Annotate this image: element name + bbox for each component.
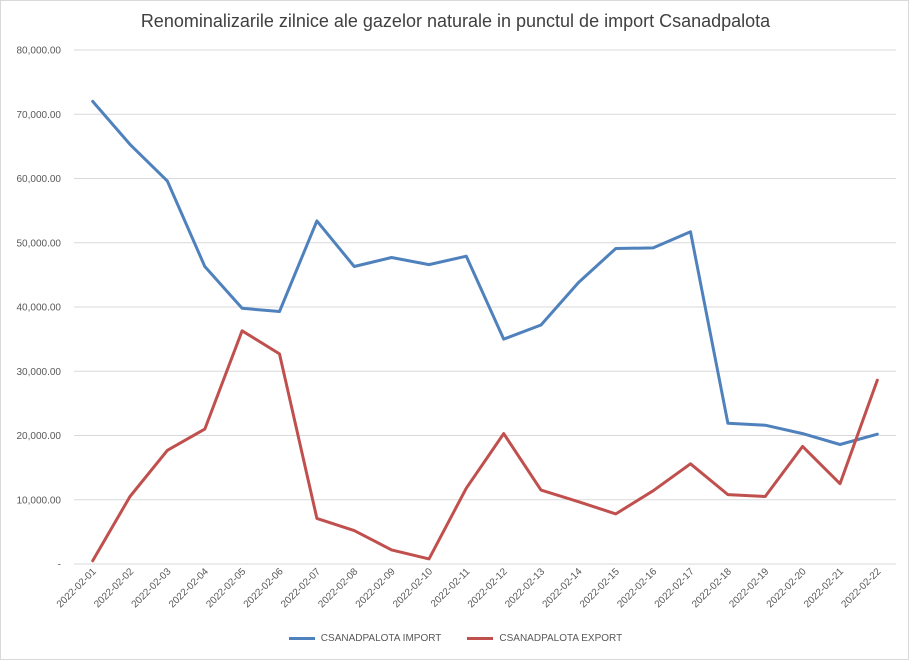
y-tick-label: 20,000.00 <box>17 431 62 442</box>
y-tick-label: 60,000.00 <box>17 174 62 185</box>
y-tick-label: 30,000.00 <box>17 367 62 378</box>
legend-item-export: CSANADPALOTA EXPORT <box>467 633 622 644</box>
legend-swatch-import <box>288 637 315 640</box>
series-line-import <box>91 99 879 446</box>
y-tick-label: 50,000.00 <box>17 238 62 249</box>
series-line-export <box>91 329 879 563</box>
y-tick-label: 40,000.00 <box>17 303 62 314</box>
x-tick-label: 2022-02-22 <box>839 566 883 610</box>
legend-item-import: CSANADPALOTA IMPORT <box>288 633 442 644</box>
chart-title: Renominalizarile zilnice ale gazelor nat… <box>140 11 771 31</box>
x-tick-label: 2022-02-10 <box>391 566 435 610</box>
legend: CSANADPALOTA IMPORT CSANADPALOTA EXPORT <box>1 633 909 644</box>
legend-label-import: CSANADPALOTA IMPORT <box>320 633 442 644</box>
y-tick-label: - <box>58 560 61 571</box>
legend-label-export: CSANADPALOTA EXPORT <box>499 633 623 644</box>
y-tick-label: 80,000.00 <box>17 46 62 57</box>
line-chart: - 10,000.00 20,000.00 30,000.00 40,000.00 50,… <box>17 46 896 610</box>
y-tick-label: 10,000.00 <box>17 495 62 506</box>
y-tick-label: 70,000.00 <box>17 110 62 121</box>
legend-swatch-export <box>467 637 494 640</box>
